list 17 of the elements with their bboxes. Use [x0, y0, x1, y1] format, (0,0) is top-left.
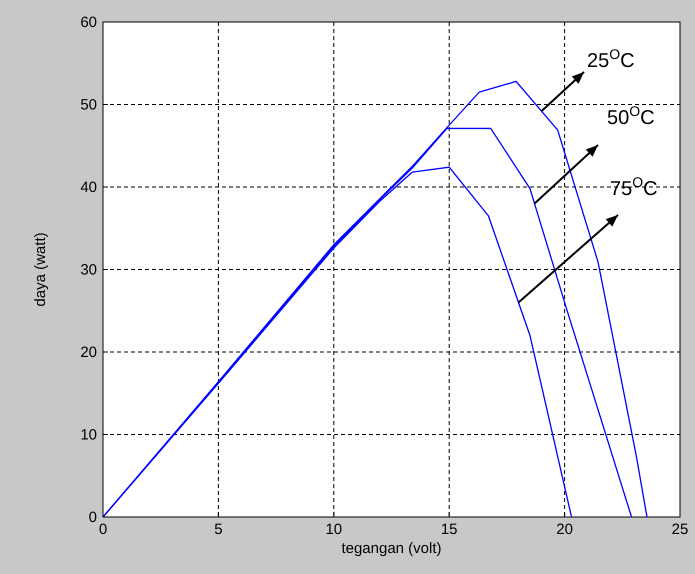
x-tick-label: 20: [556, 521, 573, 538]
annotation: 25$^{O}$C: [587, 46, 635, 72]
x-tick-label: 25: [672, 521, 688, 538]
y-tick-label: 40: [80, 179, 97, 196]
annotation: 50$^{O}$C: [607, 103, 655, 129]
x-tick-label: 10: [325, 521, 342, 538]
y-tick-label: 10: [80, 426, 97, 444]
y-tick-label: 20: [80, 344, 97, 361]
x-tick-label: 0: [98, 521, 108, 538]
x-tick-label: 15: [440, 521, 458, 538]
y-tick-label: 0: [88, 509, 97, 526]
y-tick-label: 50: [80, 96, 97, 114]
y-axis-title: daya (watt): [32, 232, 49, 307]
x-axis-title: tegangan (volt): [341, 540, 442, 557]
y-tick-label: 60: [80, 14, 97, 31]
y-tick-label: 30: [80, 262, 97, 278]
x-tick-label: 5: [214, 521, 223, 538]
